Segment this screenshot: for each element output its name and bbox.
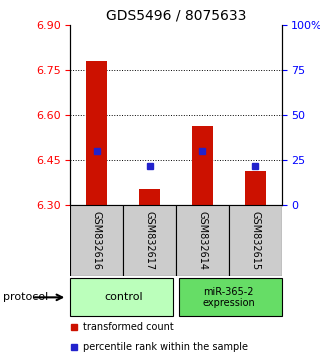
Bar	[192, 126, 213, 205]
Bar	[245, 171, 266, 205]
Text: GSM832615: GSM832615	[250, 211, 260, 270]
Title: GDS5496 / 8075633: GDS5496 / 8075633	[106, 8, 246, 22]
Text: miR-365-2
expression: miR-365-2 expression	[203, 286, 255, 308]
Text: protocol: protocol	[3, 292, 48, 302]
Text: transformed count: transformed count	[83, 322, 174, 332]
Bar	[70, 278, 173, 316]
Bar	[229, 205, 282, 276]
Text: GSM832617: GSM832617	[145, 211, 155, 270]
Text: GSM832614: GSM832614	[197, 211, 207, 270]
Text: GSM832616: GSM832616	[92, 211, 102, 270]
Text: control: control	[104, 292, 142, 302]
Text: percentile rank within the sample: percentile rank within the sample	[83, 342, 248, 352]
Bar	[139, 189, 160, 205]
Bar	[86, 61, 108, 205]
Bar	[176, 205, 229, 276]
Bar	[70, 205, 123, 276]
Bar	[123, 205, 176, 276]
Bar	[179, 278, 282, 316]
